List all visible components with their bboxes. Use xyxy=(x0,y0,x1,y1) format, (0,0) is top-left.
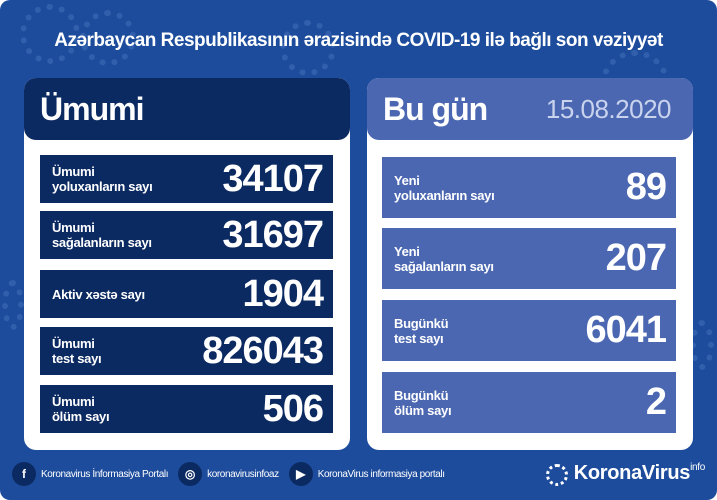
virus-decoration-icon xyxy=(280,20,336,76)
stat-value: 506 xyxy=(262,387,324,430)
stat-label: Aktiv xəstə sayı xyxy=(52,286,145,302)
stat-row: Yeni yoluxanların sayı 89 xyxy=(382,157,676,218)
facebook-icon: f xyxy=(12,462,36,486)
stat-value: 826043 xyxy=(202,329,324,372)
stat-value: 1904 xyxy=(242,272,324,315)
today-header: Bu gün 15.08.2020 xyxy=(367,78,693,140)
youtube-label: KoronaVirus informasiya portalı xyxy=(317,468,445,480)
stat-row: Bugünkü ölüm sayı 2 xyxy=(382,372,676,433)
stat-label: Bugünkü ölüm sayı xyxy=(394,387,452,418)
youtube-link[interactable]: ▶ KoronaVirus informasiya portalı xyxy=(288,462,445,486)
logo-text: KoronaVirus xyxy=(573,462,691,484)
stat-label: Bugünkü test sayı xyxy=(394,315,449,346)
stat-row: Ümumi sağalanların sayı 31697 xyxy=(40,211,333,259)
stat-value: 207 xyxy=(605,237,667,279)
footer: f Koronavirus İnformasiya Portalı ◎ korona… xyxy=(12,458,705,490)
today-heading: Bu gün xyxy=(383,90,488,127)
virus-decoration-icon xyxy=(690,320,714,370)
facebook-link[interactable]: f Koronavirus İnformasiya Portalı xyxy=(12,462,169,486)
total-panel: Ümumi Ümumi yoluxanların sayı 34107 Ümumi… xyxy=(24,78,350,450)
stat-row: Yeni sağalanların sayı 207 xyxy=(382,228,676,289)
sun-icon xyxy=(545,464,568,486)
logo-sup: info xyxy=(690,462,705,473)
virus-decoration-icon xyxy=(80,10,136,66)
stat-row: Ümumi test sayı 826043 xyxy=(40,327,333,375)
virus-decoration-icon xyxy=(2,280,24,330)
stat-value: 34107 xyxy=(222,157,324,200)
stat-label: Ümumi test sayı xyxy=(52,336,102,366)
stat-value: 6041 xyxy=(585,309,667,351)
stat-value: 89 xyxy=(625,166,667,208)
stat-row: Aktiv xəstə sayı 1904 xyxy=(40,270,333,318)
koronavirus-logo: KoronaVirus info xyxy=(545,462,705,486)
stat-value: 2 xyxy=(645,381,667,423)
stat-row: Bugünkü test sayı 6041 xyxy=(382,300,676,361)
facebook-label: Koronavirus İnformasiya Portalı xyxy=(41,468,169,480)
page-title: Azərbaycan Respublikasının ərazisində CO… xyxy=(54,30,663,51)
stat-label: Ümumi yoluxanların sayı xyxy=(52,164,153,194)
stat-label: Ümumi sağalanların sayı xyxy=(52,220,152,250)
today-date: 15.08.2020 xyxy=(545,93,672,124)
instagram-link[interactable]: ◎ koronavirusinfoaz xyxy=(178,462,279,486)
stat-row: Ümumi yoluxanların sayı 34107 xyxy=(40,155,333,203)
stat-value: 31697 xyxy=(222,213,324,256)
virus-decoration-icon xyxy=(20,4,80,64)
stat-label: Ümumi ölüm sayı xyxy=(52,394,110,424)
total-heading: Ümumi xyxy=(40,90,144,127)
total-header: Ümumi xyxy=(24,78,350,140)
stat-label: Yeni yoluxanların sayı xyxy=(394,172,495,203)
instagram-label: koronavirusinfoaz xyxy=(207,468,279,480)
stat-row: Ümumi ölüm sayı 506 xyxy=(40,385,333,433)
stat-label: Yeni sağalanların sayı xyxy=(394,243,494,274)
youtube-icon: ▶ xyxy=(288,462,313,486)
instagram-icon: ◎ xyxy=(178,462,203,486)
today-panel: Bu gün 15.08.2020 Yeni yoluxanların sayı… xyxy=(367,78,693,450)
